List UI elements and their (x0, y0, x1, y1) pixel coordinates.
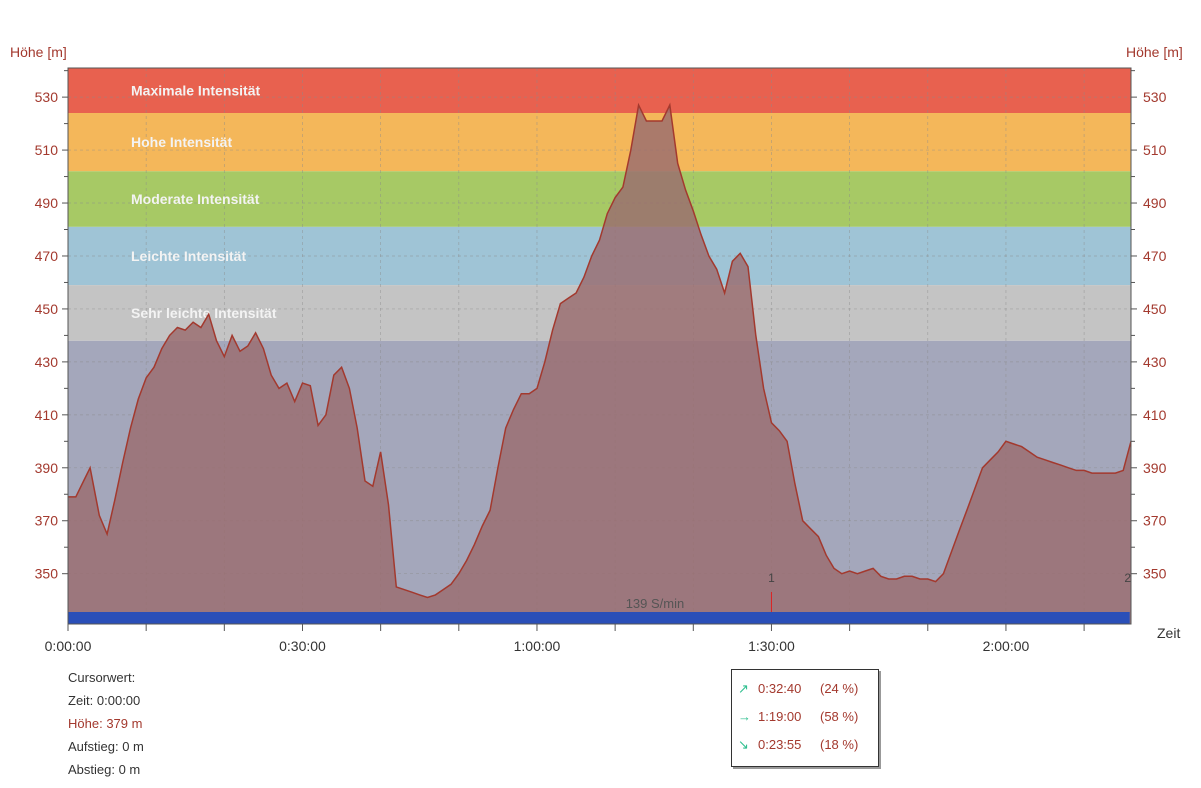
elevation-area (68, 105, 1131, 625)
y-tick-label-left: 370 (35, 513, 59, 529)
y-tick-label-left: 350 (35, 566, 59, 582)
y-tick-label-left: 450 (35, 301, 59, 317)
cursor-ascent: Aufstieg: 0 m (68, 739, 144, 754)
y-tick-label-left: 490 (35, 195, 59, 211)
y-tick-label-right: 430 (1143, 354, 1167, 370)
cadence-bar (68, 612, 1130, 624)
zone-label: Sehr leichte Intensität (131, 305, 277, 321)
cadence-label: 139 S/min (626, 596, 685, 611)
stats-row-uphill: ↗ 0:32:40 (24 %) (738, 681, 858, 697)
plot-frame (67, 67, 1132, 625)
stats-percent: (24 %) (820, 681, 859, 696)
y-tick-label-right: 530 (1143, 89, 1167, 105)
cursor-elevation-label: Höhe: (68, 716, 103, 731)
y-tick-label-right: 350 (1143, 566, 1167, 582)
x-tick-label: 1:00:00 (514, 638, 561, 654)
x-tick-label: 0:30:00 (279, 638, 326, 654)
y-tick-label-left: 430 (35, 354, 59, 370)
x-axis-title: Zeit (1157, 625, 1181, 641)
stats-percent: (18 %) (820, 737, 859, 752)
stats-row-flat: → 1:19:00 (58 %) (738, 709, 858, 724)
zone-band (68, 113, 1131, 172)
zone-band (68, 68, 1131, 114)
lap-marker-label: 2 (1124, 571, 1131, 585)
cursor-elevation: Höhe: 379 m (68, 712, 144, 735)
y-tick-label-left: 470 (35, 248, 59, 264)
y-tick-label-left: 390 (35, 460, 59, 476)
zone-label: Maximale Intensität (131, 83, 260, 99)
arrow-right-icon: → (738, 709, 751, 724)
stats-time: 0:23:55 (758, 737, 802, 752)
y-tick-label-right: 390 (1143, 460, 1167, 476)
cursor-time: Zeit: 0:00:00 (68, 693, 141, 708)
y-tick-label-right: 510 (1143, 142, 1167, 158)
stats-percent: (58 %) (820, 709, 859, 724)
y-tick-label-left: 530 (35, 89, 59, 105)
cursor-elevation-value: 379 m (106, 716, 143, 731)
x-tick-label: 2:00:00 (983, 638, 1030, 654)
slope-stats-box: ↗ 0:32:40 (24 %) → 1:19:00 (58 %) ↘ 0:23:55 (1… (731, 669, 879, 767)
y-tick-label-left: 510 (35, 142, 59, 158)
y-tick-label-right: 370 (1143, 513, 1167, 529)
x-tick-label: 1:30:00 (748, 638, 795, 654)
y-tick-label-right: 410 (1143, 407, 1167, 423)
y-tick-label-right: 490 (1143, 195, 1167, 211)
arrow-down-right-icon: ↘ (738, 737, 749, 752)
stats-time: 1:19:00 (758, 709, 802, 724)
zone-label: Hohe Intensität (131, 134, 232, 150)
x-tick-label: 0:00:00 (45, 638, 92, 654)
y-axis-title-left: Höhe [m] (10, 44, 67, 60)
y-tick-label-left: 410 (35, 407, 59, 423)
zone-label: Leichte Intensität (131, 248, 246, 264)
y-tick-label-right: 450 (1143, 301, 1167, 317)
y-tick-label-right: 470 (1143, 248, 1167, 264)
zone-band (68, 171, 1131, 227)
arrow-up-right-icon: ↗ (738, 681, 749, 696)
cursor-panel: Cursorwert: Zeit: 0:00:00 Höhe: 379 m Au… (68, 666, 144, 781)
elevation-line (68, 102, 1132, 599)
y-axis-title-right: Höhe [m] (1126, 44, 1183, 60)
stats-row-downhill: ↘ 0:23:55 (18 %) (738, 737, 858, 753)
cursor-descent: Abstieg: 0 m (68, 762, 141, 777)
stats-time: 0:32:40 (758, 681, 802, 696)
lap-marker-label: 1 (768, 571, 775, 585)
cursor-panel-title: Cursorwert: (68, 670, 136, 685)
zone-label: Moderate Intensität (131, 191, 260, 207)
